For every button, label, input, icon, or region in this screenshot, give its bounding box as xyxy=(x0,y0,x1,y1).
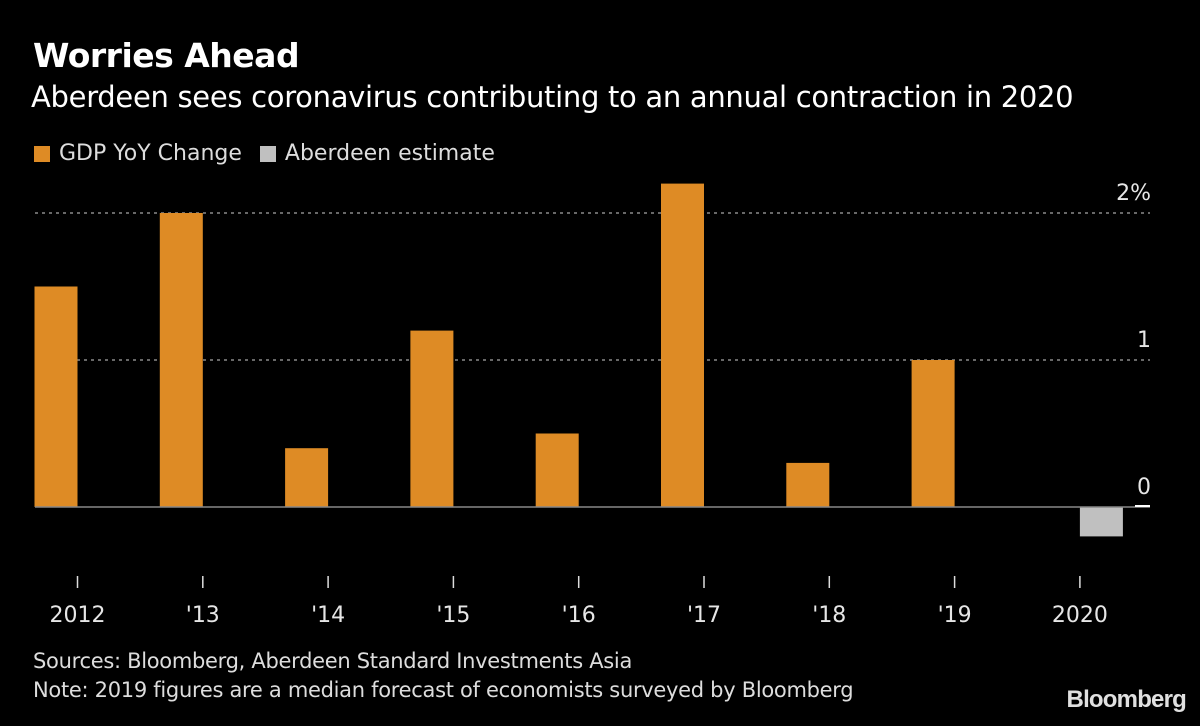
x-tick-label: '14 xyxy=(311,603,345,628)
x-tick-label: 2012 xyxy=(50,603,106,628)
bar-gdp xyxy=(159,213,203,507)
bar-estimate xyxy=(1079,507,1123,537)
x-tick-label: '16 xyxy=(562,603,596,628)
legend-swatch-gdp xyxy=(34,145,50,162)
x-tick-label: '13 xyxy=(186,603,220,628)
legend-label-estimate: Aberdeen estimate xyxy=(284,141,495,166)
bar-gdp xyxy=(911,360,955,507)
chart-title: Worries Ahead xyxy=(33,36,300,75)
x-tick-label: '19 xyxy=(938,603,972,628)
footnote: Note: 2019 figures are a median forecast… xyxy=(33,678,854,702)
bar-gdp xyxy=(34,286,78,507)
y-tick-label: 1 xyxy=(1137,328,1151,353)
bar-gdp xyxy=(410,330,454,507)
x-tick-label: 2020 xyxy=(1052,603,1108,628)
bar-gdp xyxy=(786,462,830,507)
x-tick-label: '18 xyxy=(812,603,846,628)
legend-item-gdp: GDP YoY Change xyxy=(34,141,242,166)
legend: GDP YoY Change Aberdeen estimate xyxy=(34,141,513,166)
legend-item-estimate: Aberdeen estimate xyxy=(259,141,495,166)
legend-swatch-estimate xyxy=(259,145,276,162)
x-tick-label: '15 xyxy=(436,603,470,628)
bar-gdp xyxy=(535,433,579,507)
bloomberg-logo: Bloomberg xyxy=(1066,686,1187,713)
bar-gdp xyxy=(285,448,329,507)
y-tick-label: 0 xyxy=(1137,475,1151,500)
sources-note: Sources: Bloomberg, Aberdeen Standard In… xyxy=(33,649,633,673)
chart-subtitle: Aberdeen sees coronavirus contributing t… xyxy=(31,80,1074,114)
bar-gdp xyxy=(661,183,704,507)
x-tick-label: '17 xyxy=(687,603,721,628)
y-tick-label: 2% xyxy=(1116,181,1151,206)
legend-label-gdp: GDP YoY Change xyxy=(59,141,242,166)
